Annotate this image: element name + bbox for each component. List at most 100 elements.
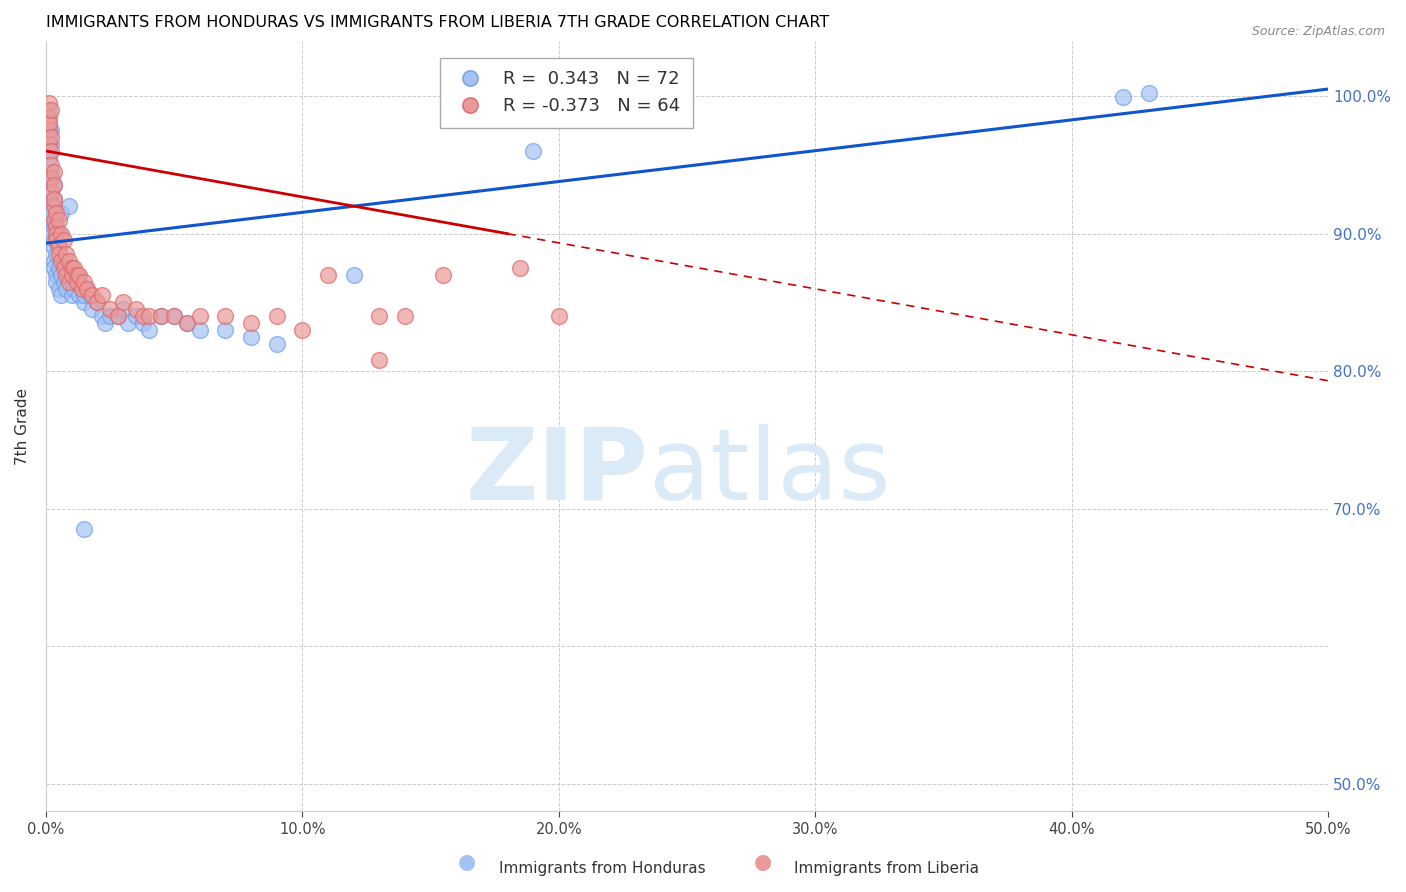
Point [60, 260, 83, 275]
Text: atlas: atlas [648, 424, 890, 521]
Point [51, 288, 73, 302]
Point [38, 110, 60, 124]
Point [42, 254, 65, 268]
Point [39, 130, 62, 145]
Point [38, 144, 60, 158]
Point [66, 268, 89, 282]
Point [394, 309, 416, 323]
Point [48, 282, 70, 296]
Point [51, 206, 73, 220]
Point [67, 288, 90, 302]
Point [42, 260, 65, 275]
Point [38, 95, 60, 110]
Point [240, 316, 263, 330]
Point [39, 171, 62, 186]
Point [39, 123, 62, 137]
Text: Source: ZipAtlas.com: Source: ZipAtlas.com [1251, 25, 1385, 38]
Text: Immigrants from Honduras: Immigrants from Honduras [499, 861, 706, 876]
Point [1112, 90, 1135, 104]
Point [66, 275, 89, 289]
Point [45, 247, 67, 261]
Point [38, 116, 60, 130]
Point [39, 206, 62, 220]
Point [266, 309, 288, 323]
Point [98, 309, 121, 323]
Point [76, 282, 98, 296]
Point [63, 282, 86, 296]
Y-axis label: 7th Grade: 7th Grade [15, 388, 30, 465]
Point [45, 219, 67, 234]
Point [125, 302, 148, 317]
Point [73, 522, 96, 536]
Point [51, 268, 73, 282]
Point [73, 275, 96, 289]
Point [45, 212, 67, 227]
Point [70, 282, 93, 296]
Point [60, 275, 83, 289]
Point [107, 309, 129, 323]
Point [42, 192, 65, 206]
Text: ZIP: ZIP [465, 424, 648, 521]
Point [58, 199, 80, 213]
Point [91, 288, 114, 302]
Point [111, 295, 134, 310]
Point [45, 227, 67, 241]
Point [86, 295, 108, 310]
Point [39, 212, 62, 227]
Point [98, 302, 121, 317]
Point [79, 288, 101, 302]
Point [55, 260, 77, 275]
Point [52, 234, 75, 248]
Point [51, 254, 73, 268]
Point [39, 227, 62, 241]
Point [547, 309, 569, 323]
Point [42, 212, 65, 227]
Point [42, 178, 65, 193]
Point [63, 260, 86, 275]
Point [39, 186, 62, 200]
Point [45, 275, 67, 289]
Point [38, 103, 60, 117]
Point [55, 282, 77, 296]
Point [368, 309, 391, 323]
Point [48, 240, 70, 254]
Point [86, 295, 108, 310]
Point [42, 199, 65, 213]
Point [38, 137, 60, 152]
Point [38, 151, 60, 165]
Point [138, 309, 160, 323]
Point [107, 309, 129, 323]
Point [42, 164, 65, 178]
Point [163, 309, 186, 323]
Point [82, 302, 104, 317]
Point [39, 158, 62, 172]
Point [48, 240, 70, 254]
Point [509, 260, 531, 275]
Point [91, 309, 114, 323]
Point [39, 103, 62, 117]
Point [51, 227, 73, 241]
Point [39, 164, 62, 178]
Point [67, 275, 90, 289]
Point [291, 323, 314, 337]
Point [316, 268, 339, 282]
Point [58, 254, 80, 268]
Point [176, 316, 198, 330]
Point [240, 329, 263, 343]
Point [60, 268, 83, 282]
Point [48, 247, 70, 261]
Point [132, 309, 155, 323]
Point [188, 323, 211, 337]
Point [266, 336, 288, 351]
Point [73, 288, 96, 302]
Point [48, 212, 70, 227]
Point [52, 275, 75, 289]
Point [48, 260, 70, 275]
Point [38, 130, 60, 145]
Point [38, 116, 60, 130]
Point [42, 234, 65, 248]
Point [117, 316, 139, 330]
Point [73, 295, 96, 310]
Text: Immigrants from Liberia: Immigrants from Liberia [794, 861, 980, 876]
Point [45, 268, 67, 282]
